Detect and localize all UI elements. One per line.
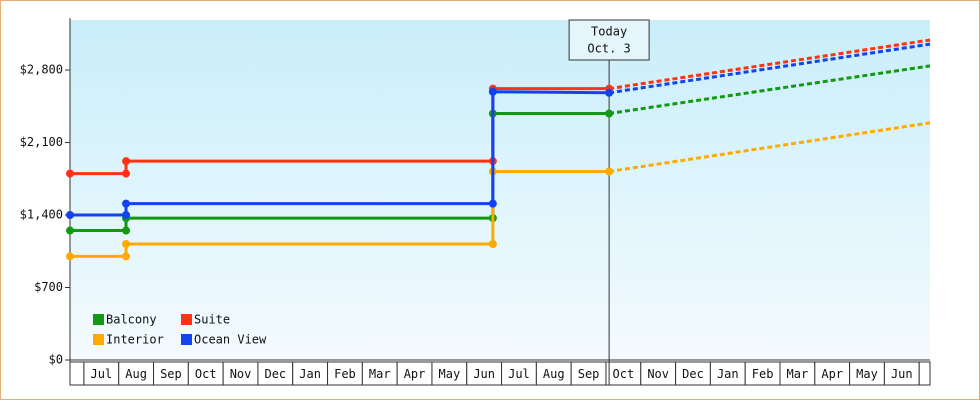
x-tick-label: Feb xyxy=(334,367,356,381)
y-tick-label: $700 xyxy=(34,280,63,294)
point xyxy=(122,252,131,261)
series-line xyxy=(70,90,610,217)
point xyxy=(122,199,131,208)
point xyxy=(66,169,74,178)
x-tick-label: Mar xyxy=(787,367,809,381)
x-tick-label: Jul xyxy=(90,367,112,381)
x-tick-label: Sep xyxy=(578,367,600,381)
x-tick-label: Feb xyxy=(752,367,774,381)
legend-swatch xyxy=(93,314,104,325)
point xyxy=(66,211,74,220)
y-tick-label: $2,800 xyxy=(20,63,63,77)
x-tick-label: Nov xyxy=(230,367,252,381)
x-tick-label: Jan xyxy=(717,367,739,381)
point xyxy=(66,252,74,261)
forecast-line xyxy=(608,38,931,91)
x-tick-label: Jun xyxy=(473,367,495,381)
plot-area xyxy=(70,20,930,360)
x-tick-label: May xyxy=(856,367,878,381)
x-cell xyxy=(918,361,931,386)
x-tick-label: Dec xyxy=(682,367,704,381)
y-tick-label: $0 xyxy=(49,353,63,367)
forecast-line xyxy=(608,42,931,95)
series-line xyxy=(70,170,610,258)
point xyxy=(122,240,131,249)
forecast-line xyxy=(608,64,931,116)
x-tick-label: Mar xyxy=(369,367,391,381)
today-label: Oct. 3 xyxy=(587,42,630,56)
x-tick-label: Oct xyxy=(195,367,217,381)
legend-swatch xyxy=(181,334,192,345)
x-tick-label: Sep xyxy=(160,367,182,381)
x-tick-label: Nov xyxy=(647,367,669,381)
series-line xyxy=(70,112,610,233)
legend-swatch xyxy=(181,314,192,325)
x-tick-label: Jun xyxy=(891,367,913,381)
point xyxy=(605,109,614,118)
point xyxy=(122,226,131,235)
x-cell xyxy=(69,361,85,386)
x-tick-label: Dec xyxy=(264,367,286,381)
x-tick-label: Aug xyxy=(543,367,565,381)
x-tick-label: Apr xyxy=(821,367,843,381)
x-tick-label: Jul xyxy=(508,367,530,381)
legend-swatch xyxy=(93,334,104,345)
legend-label: Interior xyxy=(106,333,164,347)
y-tick-label: $1,400 xyxy=(20,208,63,222)
point xyxy=(488,87,497,96)
y-tick-label: $2,100 xyxy=(20,135,63,149)
x-tick-label: Aug xyxy=(125,367,147,381)
point xyxy=(66,226,74,235)
legend-label: Balcony xyxy=(106,313,157,327)
series-line xyxy=(70,87,610,176)
point xyxy=(122,211,131,220)
x-tick-label: May xyxy=(439,367,461,381)
x-tick-label: Oct xyxy=(613,367,635,381)
today-box xyxy=(568,19,650,61)
x-tick-label: Jan xyxy=(299,367,321,381)
today-label: Today xyxy=(591,25,627,39)
point xyxy=(605,167,614,176)
x-tick-label: Apr xyxy=(404,367,426,381)
point xyxy=(488,240,497,249)
legend-label: Ocean View xyxy=(194,333,267,347)
legend-label: Suite xyxy=(194,313,230,327)
forecast-line xyxy=(608,121,931,173)
point xyxy=(488,199,497,208)
point xyxy=(605,88,614,97)
point xyxy=(122,157,131,166)
point xyxy=(122,169,131,178)
